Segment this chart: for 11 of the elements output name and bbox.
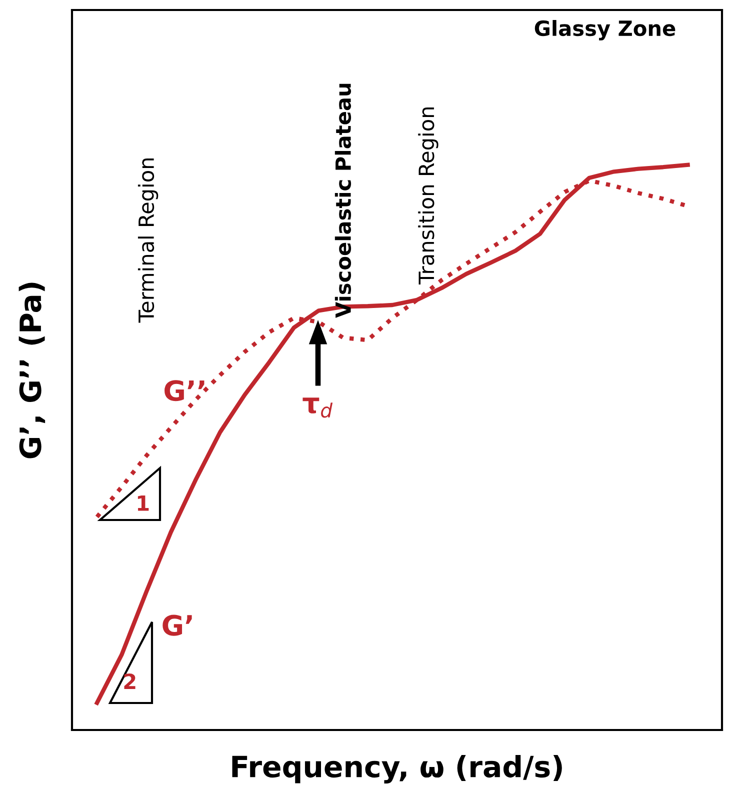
x-axis-title: Frequency, ω (rad/s) <box>232 755 562 784</box>
annotation: 2 <box>124 673 136 689</box>
y-axis-title: G’, G’’ (Pa) <box>18 282 46 458</box>
text: Glassy Zone <box>534 20 676 40</box>
annotation: Terminal Region <box>138 158 158 323</box>
annotation: G’’ <box>164 380 204 402</box>
annotation: τ$_{d}$ <box>302 398 333 418</box>
annotation: Transition Region <box>418 107 438 284</box>
annotation: 1 <box>138 496 149 511</box>
annotation: G’ <box>162 614 192 636</box>
annotation: Viscoelastic Plateau <box>334 84 352 318</box>
